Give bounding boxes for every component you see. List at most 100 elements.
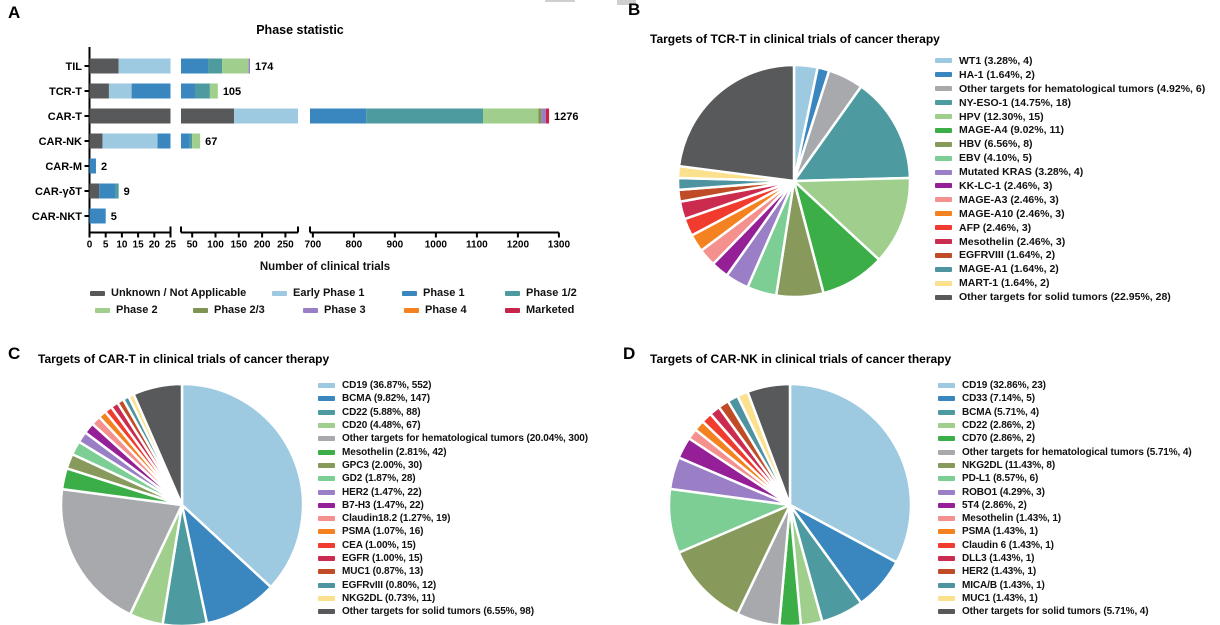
legend-label: MAGE-A3 (2.46%, 3) (959, 193, 1059, 206)
legend-label: Other targets for solid tumors (6.55%, 9… (342, 606, 534, 618)
bar-value-label: 174 (255, 61, 274, 73)
pie-slice (677, 503, 792, 616)
legend-swatch (318, 569, 335, 575)
legend-label: Phase 2/3 (214, 304, 265, 316)
legend-label: B7-H3 (1.47%, 22) (342, 499, 424, 511)
legend-item: CD33 (7.14%, 5) (938, 392, 1192, 405)
x-tick-label: 25 (165, 240, 177, 251)
x-tick-label: 20 (149, 240, 161, 251)
x-tick-label: 100 (207, 240, 224, 251)
legend-item: Other targets for solid tumors (22.95%, … (935, 290, 1205, 304)
legend-item: Other targets for hematological tumors (… (938, 445, 1192, 458)
category-label: CAR-NKT (32, 211, 82, 223)
legend-item: MAGE-A3 (2.46%, 3) (935, 193, 1205, 207)
bar-value-label: 67 (205, 136, 217, 148)
legend-item: CD70 (2.86%, 2) (938, 432, 1192, 445)
legend-item: Phase 1 (402, 287, 465, 299)
legend-swatch (95, 307, 110, 313)
legend-item: NKG2DL (11.43%, 8) (938, 459, 1192, 472)
legend-item: Early Phase 1 (272, 287, 365, 299)
legend-swatch (935, 141, 952, 147)
bar-segment (181, 108, 235, 124)
legend-swatch (318, 529, 335, 535)
legend-item: MAGE-A1 (1.64%, 2) (935, 262, 1205, 276)
pie-slice (746, 382, 792, 507)
legend-item: HER2 (1.43%, 1) (938, 565, 1192, 578)
legend-item: HER2 (1.47%, 22) (318, 485, 588, 498)
legend-swatch (938, 462, 955, 468)
pie-slice (788, 503, 824, 625)
legend-swatch (935, 197, 952, 203)
x-tick-label: 200 (254, 240, 271, 251)
pie-slice (180, 382, 305, 589)
x-tick-label: 700 (305, 240, 322, 251)
legend-item: EGFR (1.00%, 15) (318, 552, 588, 565)
legend-item: ROBO1 (4.29%, 3) (938, 485, 1192, 498)
legend-item: Phase 2/3 (193, 304, 265, 316)
legend-label: Unknown / Not Applicable (111, 287, 247, 299)
legend-label: CD20 (4.48%, 67) (342, 420, 421, 432)
legend-swatch (938, 383, 955, 389)
legend-item: MUC1 (0.87%, 13) (318, 565, 588, 578)
category-label: CAR-T (48, 111, 82, 123)
category-label: CAR-NK (39, 136, 82, 148)
legend-swatch (318, 383, 335, 389)
legend-swatch (938, 502, 955, 508)
legend-label: GPC3 (2.00%, 30) (342, 459, 423, 471)
legend-swatch (938, 409, 955, 415)
x-tick-label: 1000 (425, 240, 448, 251)
legend-label: CD22 (5.88%, 88) (342, 406, 421, 418)
legend-swatch (404, 307, 419, 313)
legend-item: CD19 (32.86%, 23) (938, 379, 1192, 392)
x-tick-label: 800 (346, 240, 363, 251)
legend-item: CD22 (2.86%, 2) (938, 419, 1192, 432)
legend-item: MART-1 (1.64%, 2) (935, 276, 1205, 290)
bar-segment (541, 108, 546, 124)
panel-b-title: Targets of TCR-T in clinical trials of c… (650, 32, 940, 46)
legend-label: HER2 (1.47%, 22) (342, 486, 422, 498)
legend-item: B7-H3 (1.47%, 22) (318, 499, 588, 512)
x-tick-label: 0 (87, 240, 93, 251)
legend-item: Mesothelin (2.46%, 3) (935, 235, 1205, 249)
legend-label: NY-ESO-1 (14.75%, 18) (959, 96, 1072, 109)
legend-label: MAGE-A10 (2.46%, 3) (959, 207, 1065, 220)
legend-item: BCMA (9.82%, 147) (318, 392, 588, 405)
x-tick-label: 250 (277, 240, 294, 251)
legend-swatch (318, 556, 335, 561)
bar-value-label: 1276 (554, 111, 578, 123)
legend-swatch (938, 595, 955, 601)
bar-segment (89, 108, 171, 124)
legend-label: EGFR (1.00%, 15) (342, 553, 423, 564)
legend-label: Other targets for hematological tumors (… (962, 446, 1192, 458)
legend-item: Phase 3 (303, 304, 366, 316)
screenshot-artifact (545, 0, 575, 2)
legend-label: MAGE-A4 (9.02%, 11) (959, 124, 1065, 137)
x-tick-label: 10 (116, 240, 128, 251)
legend-label: CD70 (2.86%, 2) (962, 433, 1035, 445)
legend-swatch (935, 280, 952, 286)
legend-label: Other targets for hematological tumors (… (342, 433, 588, 445)
legend-swatch (318, 462, 335, 468)
legend-label: Phase 4 (425, 304, 467, 316)
legend-label: PD-L1 (8.57%, 6) (962, 473, 1039, 485)
legend-label: Phase 1/2 (526, 287, 577, 299)
car-nk-legend: CD19 (32.86%, 23) CD33 (7.14%, 5) BCMA (5.… (938, 379, 1192, 618)
bar-segment (209, 83, 218, 99)
pie-slice (59, 487, 184, 616)
legend-label: 5T4 (2.86%, 2) (962, 499, 1027, 511)
legend-label: HA-1 (1.64%, 2) (959, 68, 1035, 81)
legend-item: MAGE-A4 (9.02%, 11) (935, 123, 1205, 137)
legend-item: Other targets for hematological tumors (… (318, 432, 588, 445)
legend-item: EBV (4.10%, 5) (935, 151, 1205, 165)
bar-segment (89, 133, 103, 149)
legend-item: GPC3 (2.00%, 30) (318, 459, 588, 472)
legend-swatch (303, 307, 318, 313)
legend-swatch (935, 58, 952, 64)
legend-label: CD22 (2.86%, 2) (962, 420, 1035, 432)
panel-label-d: D (623, 344, 636, 363)
legend-swatch (935, 127, 952, 133)
legend-label: Other targets for solid tumors (22.95%, … (959, 291, 1171, 304)
legend-item: PSMA (1.43%, 1) (938, 525, 1192, 538)
legend-swatch (935, 100, 952, 106)
legend-item: KK-LC-1 (2.46%, 3) (935, 179, 1205, 193)
